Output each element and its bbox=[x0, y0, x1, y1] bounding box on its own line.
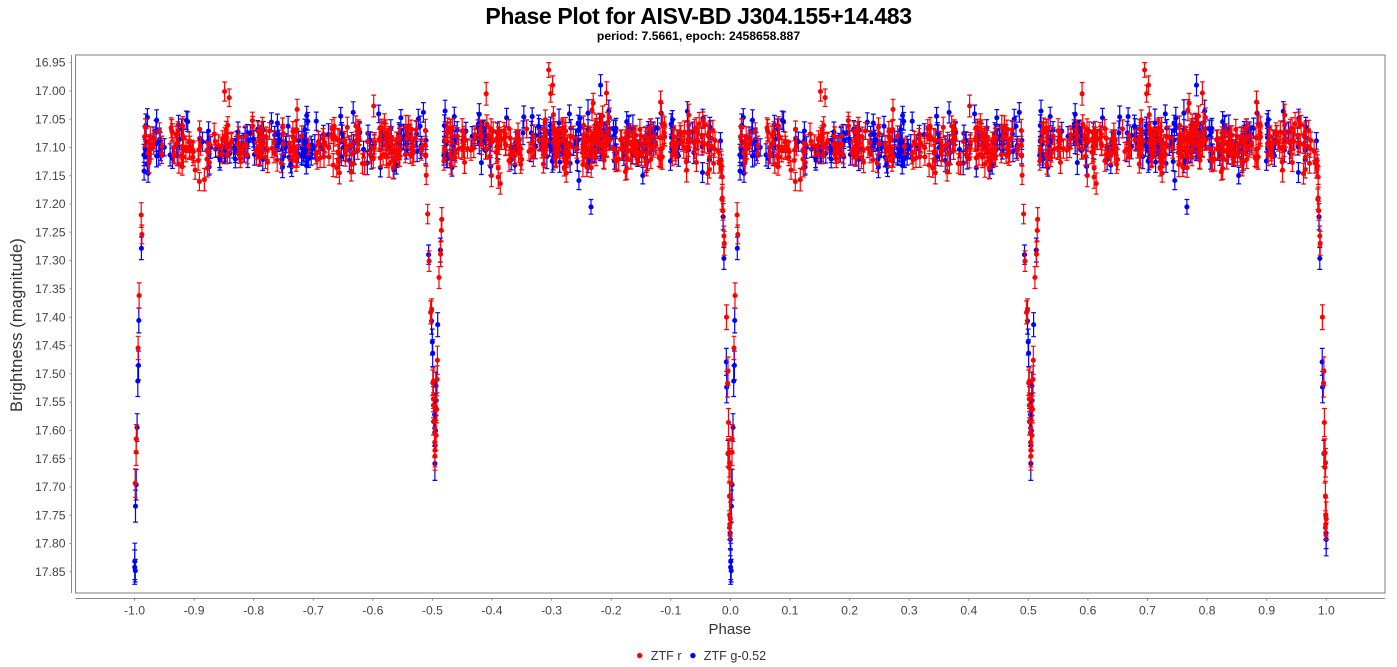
svg-text:17.25: 17.25 bbox=[35, 225, 66, 239]
svg-text:17.85: 17.85 bbox=[35, 565, 66, 579]
svg-text:17.00: 17.00 bbox=[35, 84, 66, 98]
svg-text:-0.1: -0.1 bbox=[660, 604, 681, 618]
svg-text:0.9: 0.9 bbox=[1258, 604, 1275, 618]
svg-text:17.05: 17.05 bbox=[35, 112, 66, 126]
svg-text:17.70: 17.70 bbox=[35, 480, 66, 494]
svg-text:17.65: 17.65 bbox=[35, 452, 66, 466]
svg-text:17.40: 17.40 bbox=[35, 310, 66, 324]
svg-text:Phase Plot for AISV-BD J304.15: Phase Plot for AISV-BD J304.155+14.483 bbox=[485, 3, 911, 29]
svg-text:0.0: 0.0 bbox=[722, 604, 739, 618]
svg-text:0.1: 0.1 bbox=[782, 604, 799, 618]
svg-text:17.55: 17.55 bbox=[35, 395, 66, 409]
svg-text:17.50: 17.50 bbox=[35, 367, 66, 381]
svg-text:0.8: 0.8 bbox=[1199, 604, 1216, 618]
svg-text:0.4: 0.4 bbox=[960, 604, 977, 618]
svg-text:16.95: 16.95 bbox=[35, 56, 66, 70]
svg-text:17.20: 17.20 bbox=[35, 197, 66, 211]
svg-text:17.45: 17.45 bbox=[35, 339, 66, 353]
svg-text:0.6: 0.6 bbox=[1079, 604, 1096, 618]
svg-text:17.75: 17.75 bbox=[35, 508, 66, 522]
svg-text:17.60: 17.60 bbox=[35, 424, 66, 438]
svg-text:-1.0: -1.0 bbox=[124, 604, 145, 618]
svg-text:ZTF g-0.52: ZTF g-0.52 bbox=[704, 649, 766, 663]
svg-text:Brightness (magnitude): Brightness (magnitude) bbox=[8, 238, 26, 412]
svg-text:0.7: 0.7 bbox=[1139, 604, 1156, 618]
svg-text:0.5: 0.5 bbox=[1020, 604, 1037, 618]
svg-text:-0.9: -0.9 bbox=[184, 604, 205, 618]
svg-text:ZTF r: ZTF r bbox=[651, 649, 682, 663]
svg-text:-0.6: -0.6 bbox=[362, 604, 383, 618]
svg-text:1.0: 1.0 bbox=[1318, 604, 1335, 618]
svg-text:-0.2: -0.2 bbox=[601, 604, 622, 618]
svg-text:-0.8: -0.8 bbox=[243, 604, 264, 618]
svg-text:17.35: 17.35 bbox=[35, 282, 66, 296]
svg-text:Phase: Phase bbox=[709, 621, 752, 638]
svg-text:17.30: 17.30 bbox=[35, 254, 66, 268]
svg-text:-0.5: -0.5 bbox=[422, 604, 443, 618]
svg-text:-0.7: -0.7 bbox=[303, 604, 324, 618]
svg-text:17.10: 17.10 bbox=[35, 141, 66, 155]
svg-text:-0.3: -0.3 bbox=[541, 604, 562, 618]
svg-text:17.15: 17.15 bbox=[35, 169, 66, 183]
svg-text:17.80: 17.80 bbox=[35, 537, 66, 551]
svg-text:-0.4: -0.4 bbox=[481, 604, 502, 618]
svg-text:0.3: 0.3 bbox=[901, 604, 918, 618]
svg-text:period: 7.5661, epoch: 2458658: period: 7.5661, epoch: 2458658.887 bbox=[597, 29, 800, 43]
svg-text:0.2: 0.2 bbox=[841, 604, 858, 618]
